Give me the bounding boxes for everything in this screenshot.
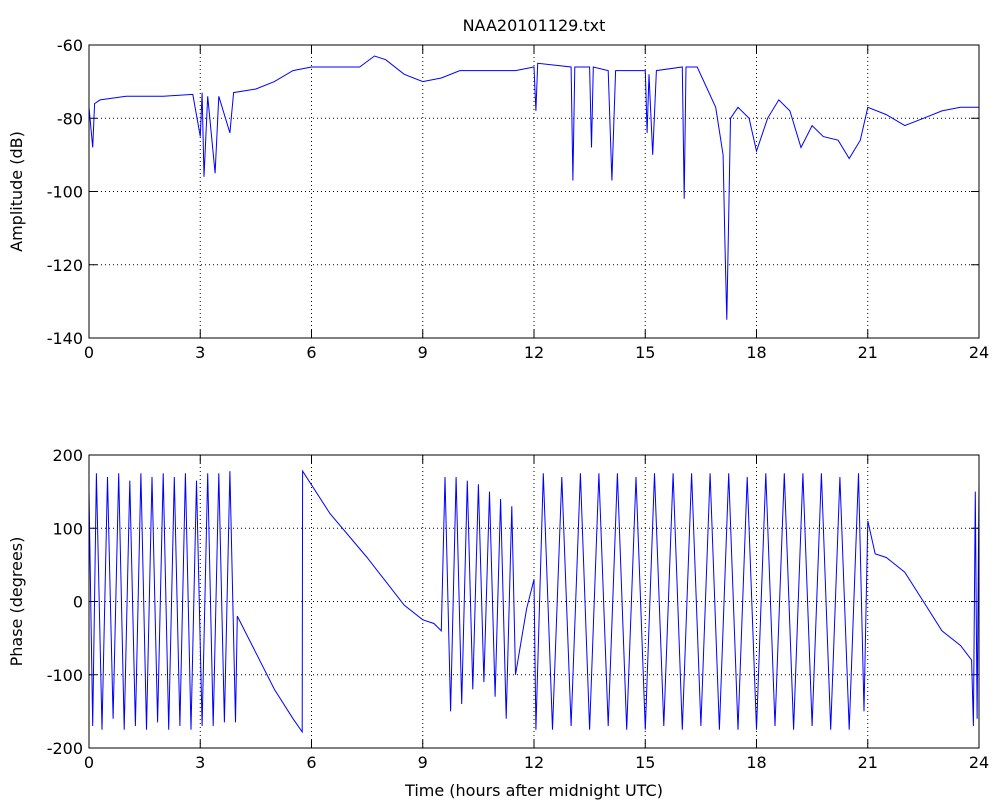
- x-axis-label: Time (hours after midnight UTC): [404, 781, 663, 800]
- x-tick-label: 21: [858, 753, 878, 772]
- y-tick-label: -200: [47, 739, 83, 758]
- x-tick-label: 0: [84, 753, 94, 772]
- x-tick-label: 24: [969, 753, 989, 772]
- axes-box: [88, 454, 980, 749]
- y-tick-label: 0: [73, 593, 83, 612]
- chart-title: NAA20101129.txt: [463, 16, 606, 35]
- y-tick-label: -120: [47, 256, 83, 275]
- y-tick-label: -80: [57, 109, 83, 128]
- y-tick-label: -100: [47, 183, 83, 202]
- x-tick-label: 12: [524, 343, 544, 362]
- x-tick-label: 15: [635, 753, 655, 772]
- y-tick-label: 100: [52, 519, 83, 538]
- axes-box: [88, 44, 980, 339]
- x-tick-label: 0: [84, 343, 94, 362]
- x-tick-label: 6: [306, 753, 316, 772]
- x-tick-label: 21: [858, 343, 878, 362]
- x-tick-label: 3: [195, 343, 205, 362]
- y-axis-label: Phase (degrees): [7, 537, 26, 667]
- data-line: [88, 469, 980, 734]
- x-tick-label: 24: [969, 343, 989, 362]
- x-tick-label: 3: [195, 753, 205, 772]
- x-tick-label: 9: [418, 753, 428, 772]
- y-tick-label: -140: [47, 329, 83, 348]
- y-axis-label: Amplitude (dB): [7, 131, 26, 252]
- y-tick-label: -100: [47, 666, 83, 685]
- y-tick-label: -60: [57, 36, 83, 55]
- x-tick-label: 9: [418, 343, 428, 362]
- x-tick-label: 6: [306, 343, 316, 362]
- x-tick-label: 18: [746, 753, 766, 772]
- x-tick-label: 18: [746, 343, 766, 362]
- y-tick-label: 200: [52, 446, 83, 465]
- data-line: [88, 55, 979, 320]
- x-tick-label: 12: [524, 753, 544, 772]
- x-tick-label: 15: [635, 343, 655, 362]
